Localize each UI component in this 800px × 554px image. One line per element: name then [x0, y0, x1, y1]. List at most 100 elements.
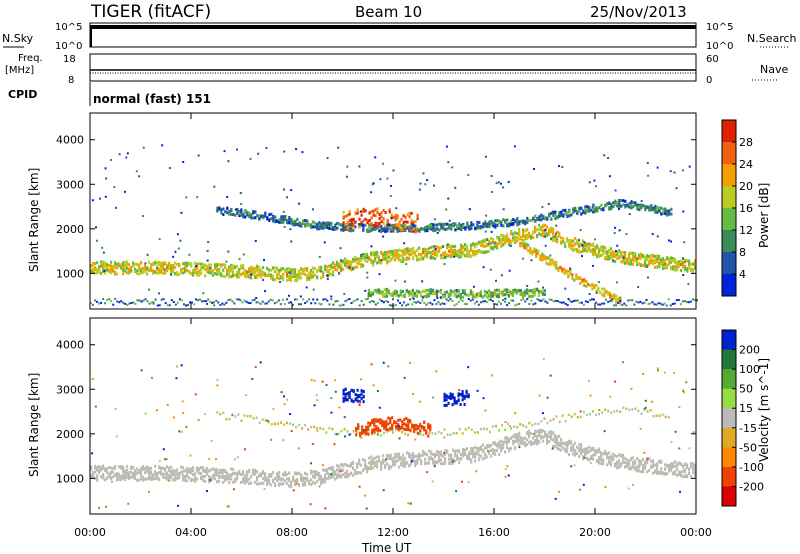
power-cell [424, 183, 427, 186]
power-cell [334, 263, 337, 267]
velocity-cell [618, 459, 621, 463]
power-cell [674, 265, 677, 269]
velocity-cell [437, 430, 440, 434]
velocity-cell [362, 458, 365, 462]
velocity-cell [122, 470, 125, 474]
power-cell [442, 253, 445, 257]
velocity-cell [624, 465, 627, 469]
power-cell [274, 215, 277, 219]
power-cell [170, 266, 173, 270]
power-cell [394, 225, 397, 229]
power-cell [455, 295, 458, 299]
velocity-cell [246, 470, 249, 474]
power-cell [413, 294, 416, 298]
power-cell [146, 253, 149, 256]
power-cell [430, 227, 433, 231]
power-cell [256, 273, 259, 277]
power-cell [618, 229, 621, 232]
power-cell [650, 261, 653, 265]
power-cell [673, 171, 676, 174]
velocity-cell [498, 440, 501, 444]
velocity-cell [416, 461, 419, 465]
power-cell [560, 301, 563, 304]
velocity-cell [336, 476, 339, 480]
velocity-cell [174, 469, 177, 473]
velocity-cell [225, 418, 228, 421]
power-cell [390, 250, 393, 254]
power-cell [503, 288, 506, 292]
power-cell [255, 301, 258, 304]
velocity-cell [482, 450, 485, 454]
power-cell [110, 271, 113, 275]
velocity-cell [266, 478, 269, 482]
power-cell [673, 302, 676, 305]
power-cell [234, 213, 237, 217]
power-cell [254, 240, 257, 243]
power-cell [118, 301, 121, 304]
power-cell [144, 262, 147, 265]
power-cell [504, 239, 507, 243]
power-cell [537, 252, 540, 256]
power-cell [344, 224, 347, 228]
power-cell [232, 270, 235, 274]
power-cell [386, 177, 389, 180]
power-cell [460, 243, 463, 247]
velocity-cell [310, 478, 313, 482]
power-cell [664, 207, 667, 211]
velocity-cell [130, 475, 133, 479]
velocity-cell [316, 470, 319, 474]
power-cell [310, 274, 313, 278]
power-cell [314, 267, 317, 271]
velocity-cell [244, 481, 247, 485]
velocity-cell [282, 472, 285, 476]
velocity-cell [488, 444, 491, 448]
power-cell [671, 302, 674, 305]
power-cell [624, 257, 627, 261]
power-cell [138, 268, 141, 272]
power-cell [561, 267, 564, 271]
velocity-cell [340, 463, 343, 467]
velocity-cell [680, 462, 683, 466]
velocity-cell [226, 471, 229, 475]
velocity-cell [507, 422, 510, 426]
power-cell [540, 299, 543, 302]
power-cell [439, 303, 442, 306]
power-cell [501, 293, 504, 297]
velocity-cell [476, 431, 479, 434]
velocity-cell [301, 427, 304, 430]
power-cell [630, 260, 633, 264]
power-cell [467, 293, 470, 297]
velocity-cell [678, 472, 681, 476]
power-cell [308, 274, 311, 278]
velocity-cell [682, 475, 685, 479]
power-cell [375, 288, 378, 292]
velocity-cell [638, 459, 641, 463]
power-cell [228, 275, 231, 279]
power-cell [378, 298, 381, 301]
power-cell [240, 272, 243, 276]
power-cell [179, 239, 182, 242]
power-cell [168, 304, 171, 307]
velocity-cell [484, 446, 487, 450]
power-cell [468, 208, 471, 211]
velocity-cell [356, 462, 359, 466]
velocity-cell [654, 470, 657, 474]
power-cell [628, 213, 631, 216]
power-cell [619, 299, 622, 302]
power-cell [668, 259, 671, 263]
power-cell [537, 293, 540, 297]
power-cell [474, 227, 477, 231]
power-cell [396, 250, 399, 254]
power-cell [438, 248, 441, 252]
velocity-cell [442, 462, 445, 466]
power-cell [110, 264, 113, 268]
power-cell [300, 272, 303, 276]
velocity-cell [176, 473, 179, 477]
power-cell [362, 207, 365, 211]
power-cell [328, 270, 331, 274]
velocity-cell [324, 468, 327, 472]
velocity-cell [240, 481, 243, 485]
power-cell [386, 258, 389, 262]
power-cell [415, 289, 418, 293]
velocity-cell [440, 453, 443, 457]
